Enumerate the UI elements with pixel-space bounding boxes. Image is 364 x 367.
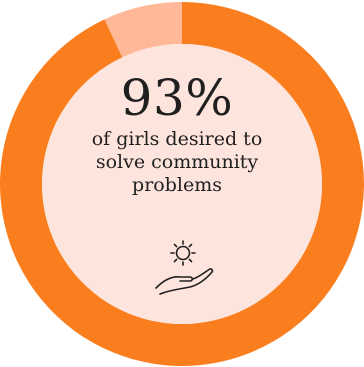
caption-line-1: of girls desired to <box>91 128 263 150</box>
hand-holding-sun-icon <box>150 240 216 298</box>
donut-center-disc <box>42 44 322 324</box>
caption-line-2: solve community <box>95 151 259 173</box>
percentage-value: 93% <box>120 69 234 127</box>
ring-segment-rest <box>104 1 182 58</box>
donut-center-label: 93% of girls desired to solve community … <box>52 70 302 197</box>
percentage-caption: of girls desired to solve community prob… <box>52 128 302 197</box>
caption-line-3: problems <box>132 174 222 196</box>
